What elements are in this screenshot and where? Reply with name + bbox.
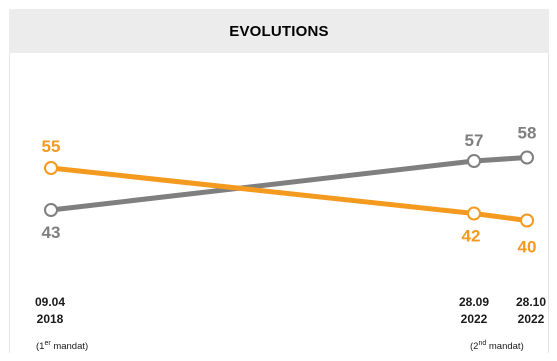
x-tick-date: 28.10 — [515, 295, 547, 309]
data-point-marker — [44, 203, 58, 217]
chart-title: EVOLUTIONS — [229, 22, 329, 40]
x-tick-date: 28.09 — [458, 295, 490, 309]
left-divider — [9, 53, 10, 353]
second-mandate-note: (2nd mandat) — [470, 340, 524, 353]
x-tick-year: 2018 — [36, 312, 64, 326]
right-divider — [548, 53, 549, 353]
data-point-marker — [467, 206, 481, 221]
data-point-marker — [520, 213, 534, 228]
x-tick-label: 28.09 2022 — [444, 294, 504, 328]
data-point-marker — [44, 161, 58, 175]
x-tick-year: 2022 — [517, 312, 545, 326]
series-line — [48, 165, 530, 223]
first-mandate-note: (1er mandat) — [36, 340, 89, 353]
x-tick-date: 09.04 — [34, 295, 66, 309]
data-label: 43 — [42, 223, 61, 242]
x-tick-year: 2022 — [460, 312, 488, 326]
data-label: 57 — [465, 131, 484, 150]
data-label: 58 — [518, 124, 537, 143]
data-point-marker — [520, 150, 534, 165]
data-label: 40 — [518, 238, 537, 257]
data-label: 55 — [42, 137, 61, 156]
x-tick-label: 09.04 2018 — [20, 294, 80, 328]
data-point-marker — [467, 154, 481, 168]
chart-header: EVOLUTIONS — [9, 9, 549, 53]
data-label: 42 — [462, 227, 481, 246]
x-tick-label: 28.10 2022 — [501, 294, 557, 328]
series-line — [48, 155, 530, 213]
